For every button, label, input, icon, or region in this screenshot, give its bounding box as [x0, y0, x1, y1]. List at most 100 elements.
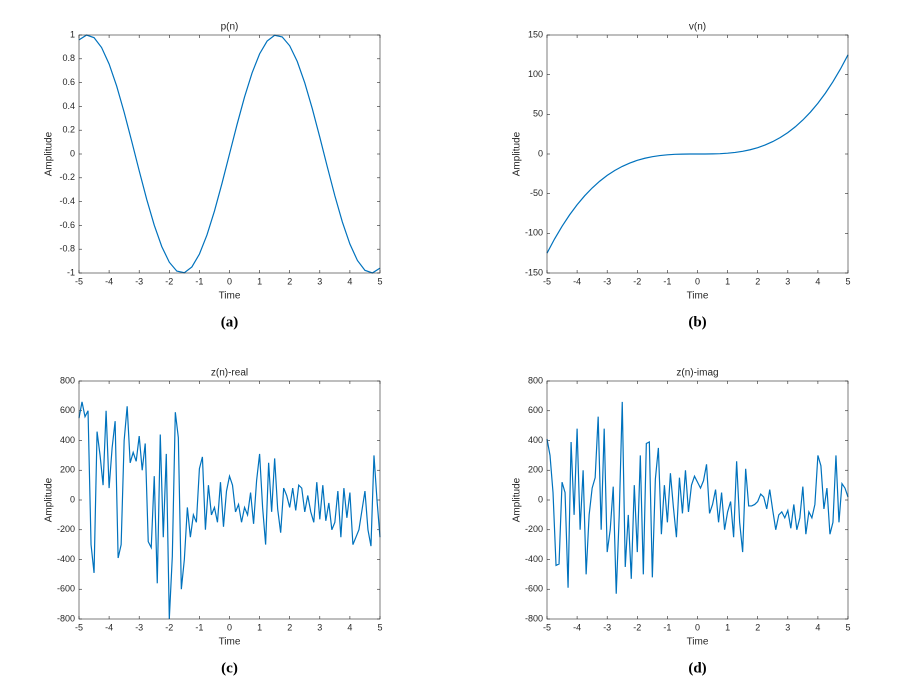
x-axis-label: Time [687, 637, 709, 648]
y-tick-label: -150 [525, 267, 543, 277]
y-tick-label: 600 [60, 405, 75, 415]
x-tick-label: -2 [165, 622, 173, 632]
data-line [546, 54, 849, 254]
x-tick-label: 2 [287, 622, 292, 632]
x-tick-label: 1 [257, 276, 262, 286]
y-tick-label: 800 [60, 375, 75, 385]
y-tick-label: -800 [525, 613, 543, 623]
y-tick-label: 400 [60, 435, 75, 445]
x-tick-label: -3 [135, 622, 143, 632]
y-tick-label: -0.2 [59, 172, 75, 182]
y-tick-label: 50 [533, 109, 543, 119]
x-tick-label: -1 [663, 276, 671, 286]
y-tick-label: 400 [528, 435, 543, 445]
x-tick-label: -3 [603, 622, 611, 632]
y-tick-label: -600 [57, 584, 75, 594]
x-tick-label: 5 [377, 622, 382, 632]
x-tick-label: -3 [603, 276, 611, 286]
x-tick-label: 1 [725, 276, 730, 286]
y-tick-label: -600 [525, 584, 543, 594]
chart-title: p(n) [221, 22, 239, 33]
x-tick-label: -1 [663, 622, 671, 632]
x-tick-label: 0 [227, 276, 232, 286]
y-axis-label: Amplitude [44, 131, 55, 176]
x-tick-label: 5 [845, 622, 850, 632]
caption: (c) [221, 660, 238, 676]
x-tick-label: -5 [75, 276, 83, 286]
y-tick-label: -1 [67, 267, 75, 277]
y-tick-label: 0 [538, 148, 543, 158]
x-axis-label: Time [687, 291, 709, 302]
plot-area [79, 381, 380, 619]
y-tick-label: 150 [528, 29, 543, 39]
y-axis-label: Amplitude [512, 131, 523, 176]
x-axis-label: Time [219, 291, 241, 302]
x-tick-label: 3 [785, 276, 790, 286]
x-tick-label: 3 [785, 622, 790, 632]
plot-area [547, 381, 848, 619]
y-tick-label: -0.4 [59, 196, 75, 206]
x-tick-label: 4 [815, 276, 820, 286]
caption: (b) [688, 314, 706, 330]
caption: (d) [688, 660, 706, 676]
x-tick-label: 4 [347, 622, 352, 632]
y-tick-label: 800 [528, 375, 543, 385]
x-tick-label: 3 [317, 276, 322, 286]
x-tick-label: 2 [755, 622, 760, 632]
axes-box [546, 380, 849, 620]
x-tick-label: 0 [695, 622, 700, 632]
y-tick-label: -200 [525, 524, 543, 534]
x-tick-label: -1 [195, 276, 203, 286]
x-tick-label: -5 [75, 622, 83, 632]
y-tick-label: -0.6 [59, 220, 75, 230]
x-axis-label: Time [219, 637, 241, 648]
x-tick-label: -4 [573, 622, 581, 632]
y-tick-label: 0.6 [62, 77, 75, 87]
x-tick-label: 3 [317, 622, 322, 632]
x-tick-label: -1 [195, 622, 203, 632]
x-tick-label: 0 [695, 276, 700, 286]
axes-box [78, 380, 381, 620]
x-tick-label: 2 [287, 276, 292, 286]
y-tick-label: -800 [57, 613, 75, 623]
x-tick-label: -4 [573, 276, 581, 286]
y-tick-label: -400 [57, 554, 75, 564]
y-tick-label: 0.8 [62, 53, 75, 63]
y-tick-label: -400 [525, 554, 543, 564]
data-line [78, 34, 381, 274]
x-tick-label: -3 [135, 276, 143, 286]
x-tick-label: 5 [377, 276, 382, 286]
y-tick-label: 0 [538, 494, 543, 504]
x-tick-label: -5 [543, 622, 551, 632]
x-tick-label: -2 [633, 276, 641, 286]
y-axis-label: Amplitude [512, 477, 523, 522]
x-tick-label: 2 [755, 276, 760, 286]
x-tick-label: -2 [633, 622, 641, 632]
y-tick-label: 200 [60, 465, 75, 475]
y-tick-label: 0.4 [62, 101, 75, 111]
y-tick-label: -50 [530, 188, 543, 198]
y-tick-label: 0 [70, 148, 75, 158]
y-tick-label: 200 [528, 465, 543, 475]
x-tick-label: 0 [227, 622, 232, 632]
x-tick-label: 4 [347, 276, 352, 286]
y-tick-label: 1 [70, 29, 75, 39]
x-tick-label: -4 [105, 622, 113, 632]
y-axis-label: Amplitude [44, 477, 55, 522]
axes-box [78, 34, 381, 274]
y-tick-label: -100 [525, 228, 543, 238]
x-tick-label: 1 [257, 622, 262, 632]
x-tick-label: 4 [815, 622, 820, 632]
y-tick-label: 100 [528, 69, 543, 79]
data-line [546, 401, 849, 594]
axes-box [546, 34, 849, 274]
y-tick-label: 0.2 [62, 125, 75, 135]
y-tick-label: -200 [57, 524, 75, 534]
x-tick-label: -4 [105, 276, 113, 286]
data-line [78, 401, 381, 620]
x-tick-label: 1 [725, 622, 730, 632]
chart-title: z(n)-imag [676, 368, 718, 379]
y-tick-label: -0.8 [59, 244, 75, 254]
chart-title: v(n) [689, 22, 706, 33]
